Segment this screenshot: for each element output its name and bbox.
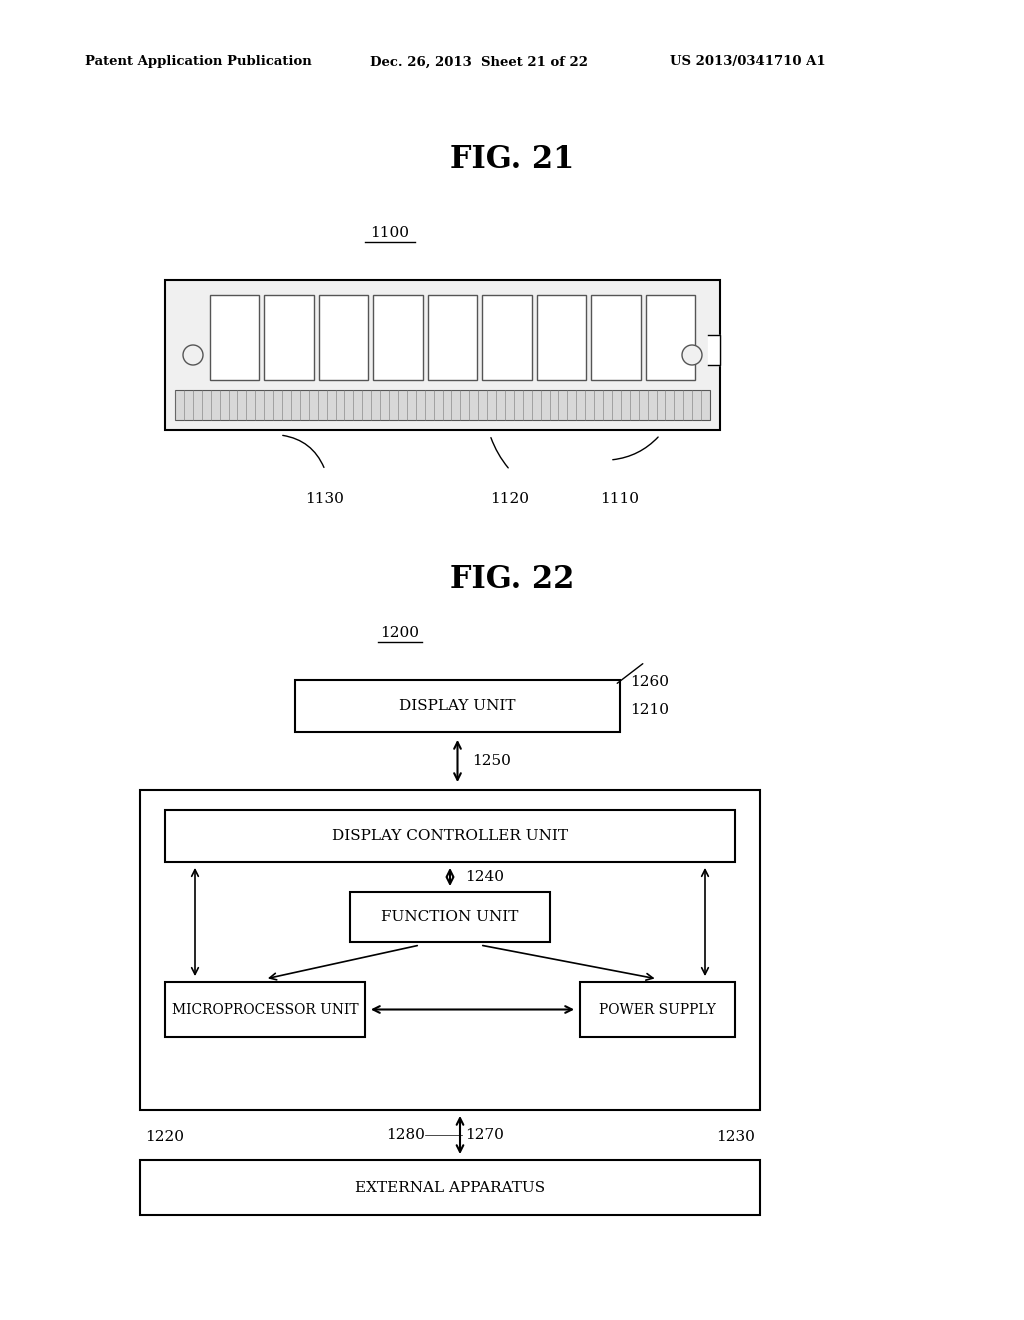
Text: 1240: 1240 bbox=[465, 870, 504, 884]
Bar bbox=[350, 892, 550, 942]
Circle shape bbox=[183, 345, 203, 366]
Text: 1230: 1230 bbox=[716, 1130, 755, 1144]
Text: FIG. 22: FIG. 22 bbox=[450, 565, 574, 595]
Bar bbox=[140, 789, 760, 1110]
Text: 1220: 1220 bbox=[145, 1130, 184, 1144]
Bar bbox=[165, 810, 735, 862]
Text: EXTERNAL APPARATUS: EXTERNAL APPARATUS bbox=[355, 1180, 545, 1195]
Text: 1260: 1260 bbox=[630, 675, 669, 689]
Bar bbox=[165, 982, 365, 1038]
FancyBboxPatch shape bbox=[165, 280, 720, 430]
Text: POWER SUPPLY: POWER SUPPLY bbox=[599, 1002, 716, 1016]
Text: FIG. 21: FIG. 21 bbox=[450, 144, 574, 176]
Bar bbox=[140, 1160, 760, 1214]
Text: 1210: 1210 bbox=[630, 704, 669, 717]
Text: 1110: 1110 bbox=[600, 492, 640, 506]
Bar bbox=[374, 294, 423, 380]
Text: MICROPROCESSOR UNIT: MICROPROCESSOR UNIT bbox=[172, 1002, 358, 1016]
Bar bbox=[482, 294, 531, 380]
Bar bbox=[318, 294, 369, 380]
Text: 1270: 1270 bbox=[465, 1129, 504, 1142]
Text: US 2013/0341710 A1: US 2013/0341710 A1 bbox=[670, 55, 825, 69]
Bar bbox=[580, 982, 735, 1038]
Bar bbox=[428, 294, 477, 380]
Bar bbox=[537, 294, 586, 380]
Bar bbox=[295, 680, 620, 733]
Text: FUNCTION UNIT: FUNCTION UNIT bbox=[381, 909, 519, 924]
Text: DISPLAY CONTROLLER UNIT: DISPLAY CONTROLLER UNIT bbox=[332, 829, 568, 843]
Bar bbox=[645, 294, 695, 380]
Text: 1130: 1130 bbox=[305, 492, 344, 506]
Text: 1250: 1250 bbox=[472, 754, 511, 768]
Bar bbox=[264, 294, 314, 380]
Polygon shape bbox=[708, 335, 720, 366]
Text: 1200: 1200 bbox=[381, 626, 420, 640]
Text: Dec. 26, 2013  Sheet 21 of 22: Dec. 26, 2013 Sheet 21 of 22 bbox=[370, 55, 588, 69]
Bar bbox=[591, 294, 641, 380]
Text: 1280: 1280 bbox=[386, 1129, 425, 1142]
Circle shape bbox=[682, 345, 702, 366]
Text: Patent Application Publication: Patent Application Publication bbox=[85, 55, 311, 69]
Text: 1120: 1120 bbox=[490, 492, 529, 506]
Text: 1100: 1100 bbox=[371, 226, 410, 240]
Bar bbox=[175, 389, 710, 420]
Text: DISPLAY UNIT: DISPLAY UNIT bbox=[399, 700, 516, 713]
Bar bbox=[210, 294, 259, 380]
